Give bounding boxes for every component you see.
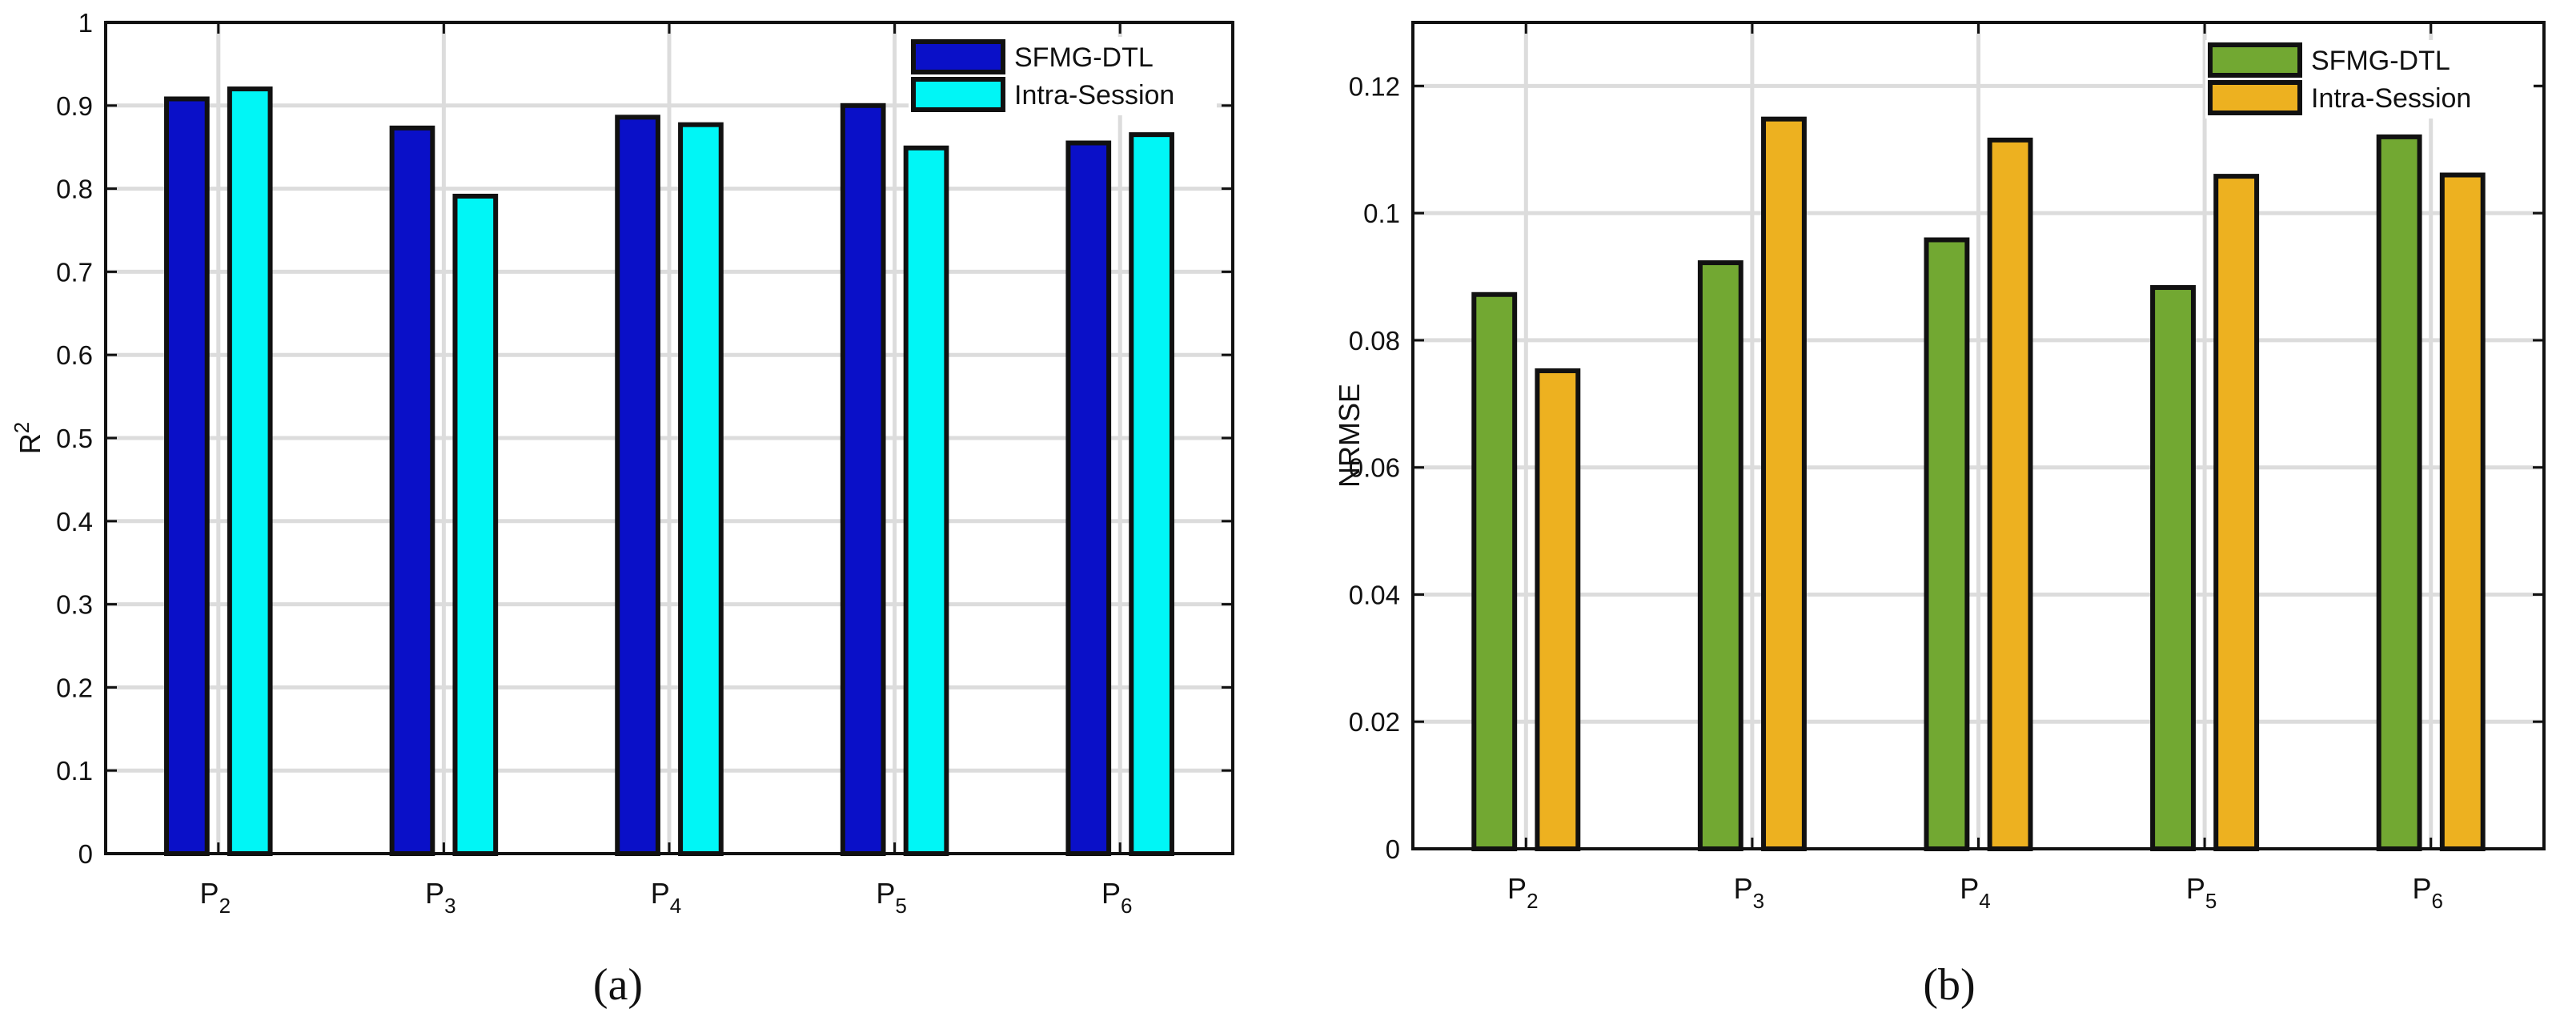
bar-intra-session-P6 <box>1129 132 1174 856</box>
bar-intra-session-P4 <box>678 122 724 856</box>
legend-label: Intra-Session <box>1014 80 1174 111</box>
y-tick-label: 0.7 <box>56 257 93 287</box>
bar-sfmg-dtl-P4 <box>1924 237 1970 852</box>
subfigure-caption: (a) <box>593 960 643 1010</box>
y-tick-label: 0.8 <box>56 175 93 204</box>
y-tick-label: 0 <box>78 839 93 869</box>
y-tick-label: 0.06 <box>1349 453 1400 483</box>
x-tick-label: P5 <box>2186 872 2217 913</box>
y-tick-label: 0.1 <box>1363 199 1400 228</box>
bar-intra-session-P5 <box>2213 174 2260 851</box>
y-tick-label: 0.9 <box>56 91 93 121</box>
y-tick-label: 0.2 <box>56 673 93 702</box>
x-tick-label: P2 <box>200 877 231 918</box>
x-tick-label: P3 <box>425 877 455 918</box>
y-tick-label: 0.02 <box>1349 707 1400 737</box>
x-tick-label: P6 <box>2412 872 2442 913</box>
legend-swatch <box>911 77 1005 112</box>
chart-a: 0 0.1 0.2 0.3 0.4 0.5 0.6 0.7 0.8 0.9 1 P2 P3 P4 P5 P6 R… <box>10 8 1234 1010</box>
legend-swatch <box>911 39 1005 74</box>
y-tick-label: 0.04 <box>1349 580 1400 609</box>
y-axis-label: NRMSE <box>1333 384 1366 488</box>
bar-sfmg-dtl-P6 <box>1065 140 1112 856</box>
axes-frame <box>104 21 1234 855</box>
y-tick-label: 0.08 <box>1349 326 1400 356</box>
y-tick-label: 0.12 <box>1349 71 1400 101</box>
bar-intra-session-P4 <box>1987 137 2033 852</box>
x-tick-label: P5 <box>876 877 906 918</box>
x-tick-label: P3 <box>1734 872 1764 913</box>
x-tick-label: P6 <box>1101 877 1132 918</box>
bar-sfmg-dtl-P4 <box>615 115 660 857</box>
bar-intra-session-P6 <box>2439 172 2486 851</box>
bar-intra-session-P2 <box>227 86 273 857</box>
bar-sfmg-dtl-P2 <box>1471 291 1518 851</box>
bar-intra-session-P5 <box>903 145 949 857</box>
y-tick-label: 0.3 <box>56 590 93 620</box>
legend-label: Intra-Session <box>2311 83 2471 114</box>
bar-sfmg-dtl-P3 <box>389 125 435 857</box>
y-axis-label: R2 <box>10 422 46 454</box>
y-tick-label: 0.4 <box>56 507 93 537</box>
bar-intra-session-P3 <box>452 193 499 856</box>
legend: SFMG-DTL Intra-Session <box>2205 40 2534 119</box>
y-tick-label: 0 <box>1386 834 1400 864</box>
bar-sfmg-dtl-P3 <box>1697 260 1743 851</box>
y-tick-label: 0.6 <box>56 340 93 370</box>
y-tick-label: 0.5 <box>56 424 93 453</box>
axes-frame <box>1411 21 2546 850</box>
legend-swatch <box>2208 80 2302 115</box>
bar-sfmg-dtl-P5 <box>840 102 886 857</box>
y-tick-label: 0.1 <box>56 756 93 786</box>
x-tick-label: P4 <box>651 877 681 918</box>
bar-intra-session-P3 <box>1761 116 1807 851</box>
y-tick-label: 1 <box>78 8 93 38</box>
legend: SFMG-DTL Intra-Session <box>909 37 1217 115</box>
x-tick-label: P2 <box>1507 872 1538 913</box>
legend-label: SFMG-DTL <box>2311 46 2450 76</box>
x-tick-label: P4 <box>1960 872 1990 913</box>
legend-label: SFMG-DTL <box>1014 42 1154 73</box>
subfigure-caption: (b) <box>1923 960 1975 1010</box>
bar-sfmg-dtl-P5 <box>2150 285 2196 851</box>
bar-sfmg-dtl-P2 <box>164 96 210 857</box>
legend-swatch <box>2208 42 2302 78</box>
bar-sfmg-dtl-P6 <box>2376 134 2422 851</box>
chart-b: 0 0.02 0.04 0.06 0.08 0.1 0.12 P2 P3 P4 P5 P6 NRMSE S… <box>1333 21 2546 1010</box>
bar-intra-session-P2 <box>1535 368 1581 851</box>
